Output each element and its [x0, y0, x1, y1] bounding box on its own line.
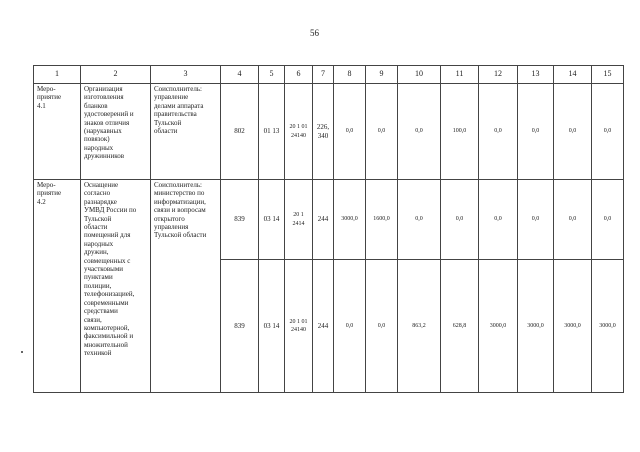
amount-cell: 1600,0: [365, 179, 398, 260]
page-number: 56: [310, 28, 319, 38]
expense-type-cell: 244: [312, 179, 334, 260]
header-cell: 12: [478, 65, 518, 84]
amount-cell: 0,0: [397, 83, 441, 180]
header-cell: 3: [150, 65, 221, 84]
amount-cell: 0,0: [333, 259, 366, 393]
event-name-cell: Оснащение согласно разнарядке УМВД Росси…: [80, 179, 151, 393]
table-row: 839 03 14 20 1 01 24140 244 0,0 0,0 863,2 628,8…: [34, 259, 624, 393]
executor-cell: Соисполнитель: управление делами аппарат…: [150, 83, 221, 180]
event-number-cell: Меро- приятие 4.2: [33, 179, 81, 393]
amount-cell: 863,2: [397, 259, 441, 393]
header-cell: 11: [440, 65, 479, 84]
header-row: 1 2 3 4 5 6 7 8 9 10 11 12 13 14 15: [33, 65, 624, 84]
amount-cell: 628,8: [440, 259, 479, 393]
grbs-cell: 802: [220, 83, 259, 180]
amount-cell: 0,0: [440, 179, 479, 260]
amount-cell: 3000,0: [478, 259, 518, 393]
header-cell: 8: [333, 65, 366, 84]
header-cell: 5: [258, 65, 285, 84]
grbs-cell: 839: [220, 259, 259, 393]
amount-cell: 0,0: [478, 83, 518, 180]
amount-cell: 3000,0: [517, 259, 554, 393]
header-cell: 15: [591, 65, 624, 84]
amount-cell: 100,0: [440, 83, 479, 180]
target-article-cell: 20 1 01 24140: [284, 83, 313, 180]
amount-cell: 0,0: [333, 83, 366, 180]
amount-cell: 0,0: [365, 259, 398, 393]
executor-cell: Соисполнитель: министерство по информати…: [150, 179, 221, 393]
amount-cell: 0,0: [553, 83, 592, 180]
amount-cell: 3000,0: [591, 259, 624, 393]
header-cell: 13: [517, 65, 554, 84]
section-code-cell: 01 13: [258, 83, 285, 180]
scan-speck: [21, 351, 23, 353]
header-cell: 6: [284, 65, 313, 84]
header-cell: 2: [80, 65, 151, 84]
section-code-cell: 03 14: [258, 179, 285, 260]
amount-cell: 0,0: [517, 179, 554, 260]
amount-cell: 0,0: [397, 179, 441, 260]
header-cell: 4: [220, 65, 259, 84]
amount-cell: 0,0: [517, 83, 554, 180]
grbs-cell: 839: [220, 179, 259, 260]
amount-cell: 0,0: [478, 179, 518, 260]
target-article-cell: 20 1 01 24140: [284, 259, 313, 393]
event-name-cell: Организация изготовления бланков удостов…: [80, 83, 151, 180]
expense-type-cell: 244: [312, 259, 334, 393]
header-cell: 1: [33, 65, 81, 84]
budget-table: 1 2 3 4 5 6 7 8 9 10 11 12 13 14 15 Меро- приятие 4.1 О…: [33, 65, 624, 393]
amount-cell: 0,0: [591, 83, 624, 180]
event-number-cell: Меро- приятие 4.1: [33, 83, 81, 180]
amount-cell: 0,0: [591, 179, 624, 260]
header-cell: 7: [312, 65, 334, 84]
section-code-cell: 03 14: [258, 259, 285, 393]
table-row: Меро- приятие 4.2 Оснащение согласно разн…: [33, 179, 624, 393]
table-row: Меро- приятие 4.1 Организация изготовлени…: [33, 83, 624, 180]
header-cell: 9: [365, 65, 398, 84]
amount-cell: 0,0: [553, 179, 592, 260]
amount-cell: 3000,0: [553, 259, 592, 393]
amount-cell: 3000,0: [333, 179, 366, 260]
header-cell: 14: [553, 65, 592, 84]
expense-type-cell: 226, 340: [312, 83, 334, 180]
amount-cell: 0,0: [365, 83, 398, 180]
target-article-cell: 20 1 2414: [284, 179, 313, 260]
header-cell: 10: [397, 65, 441, 84]
